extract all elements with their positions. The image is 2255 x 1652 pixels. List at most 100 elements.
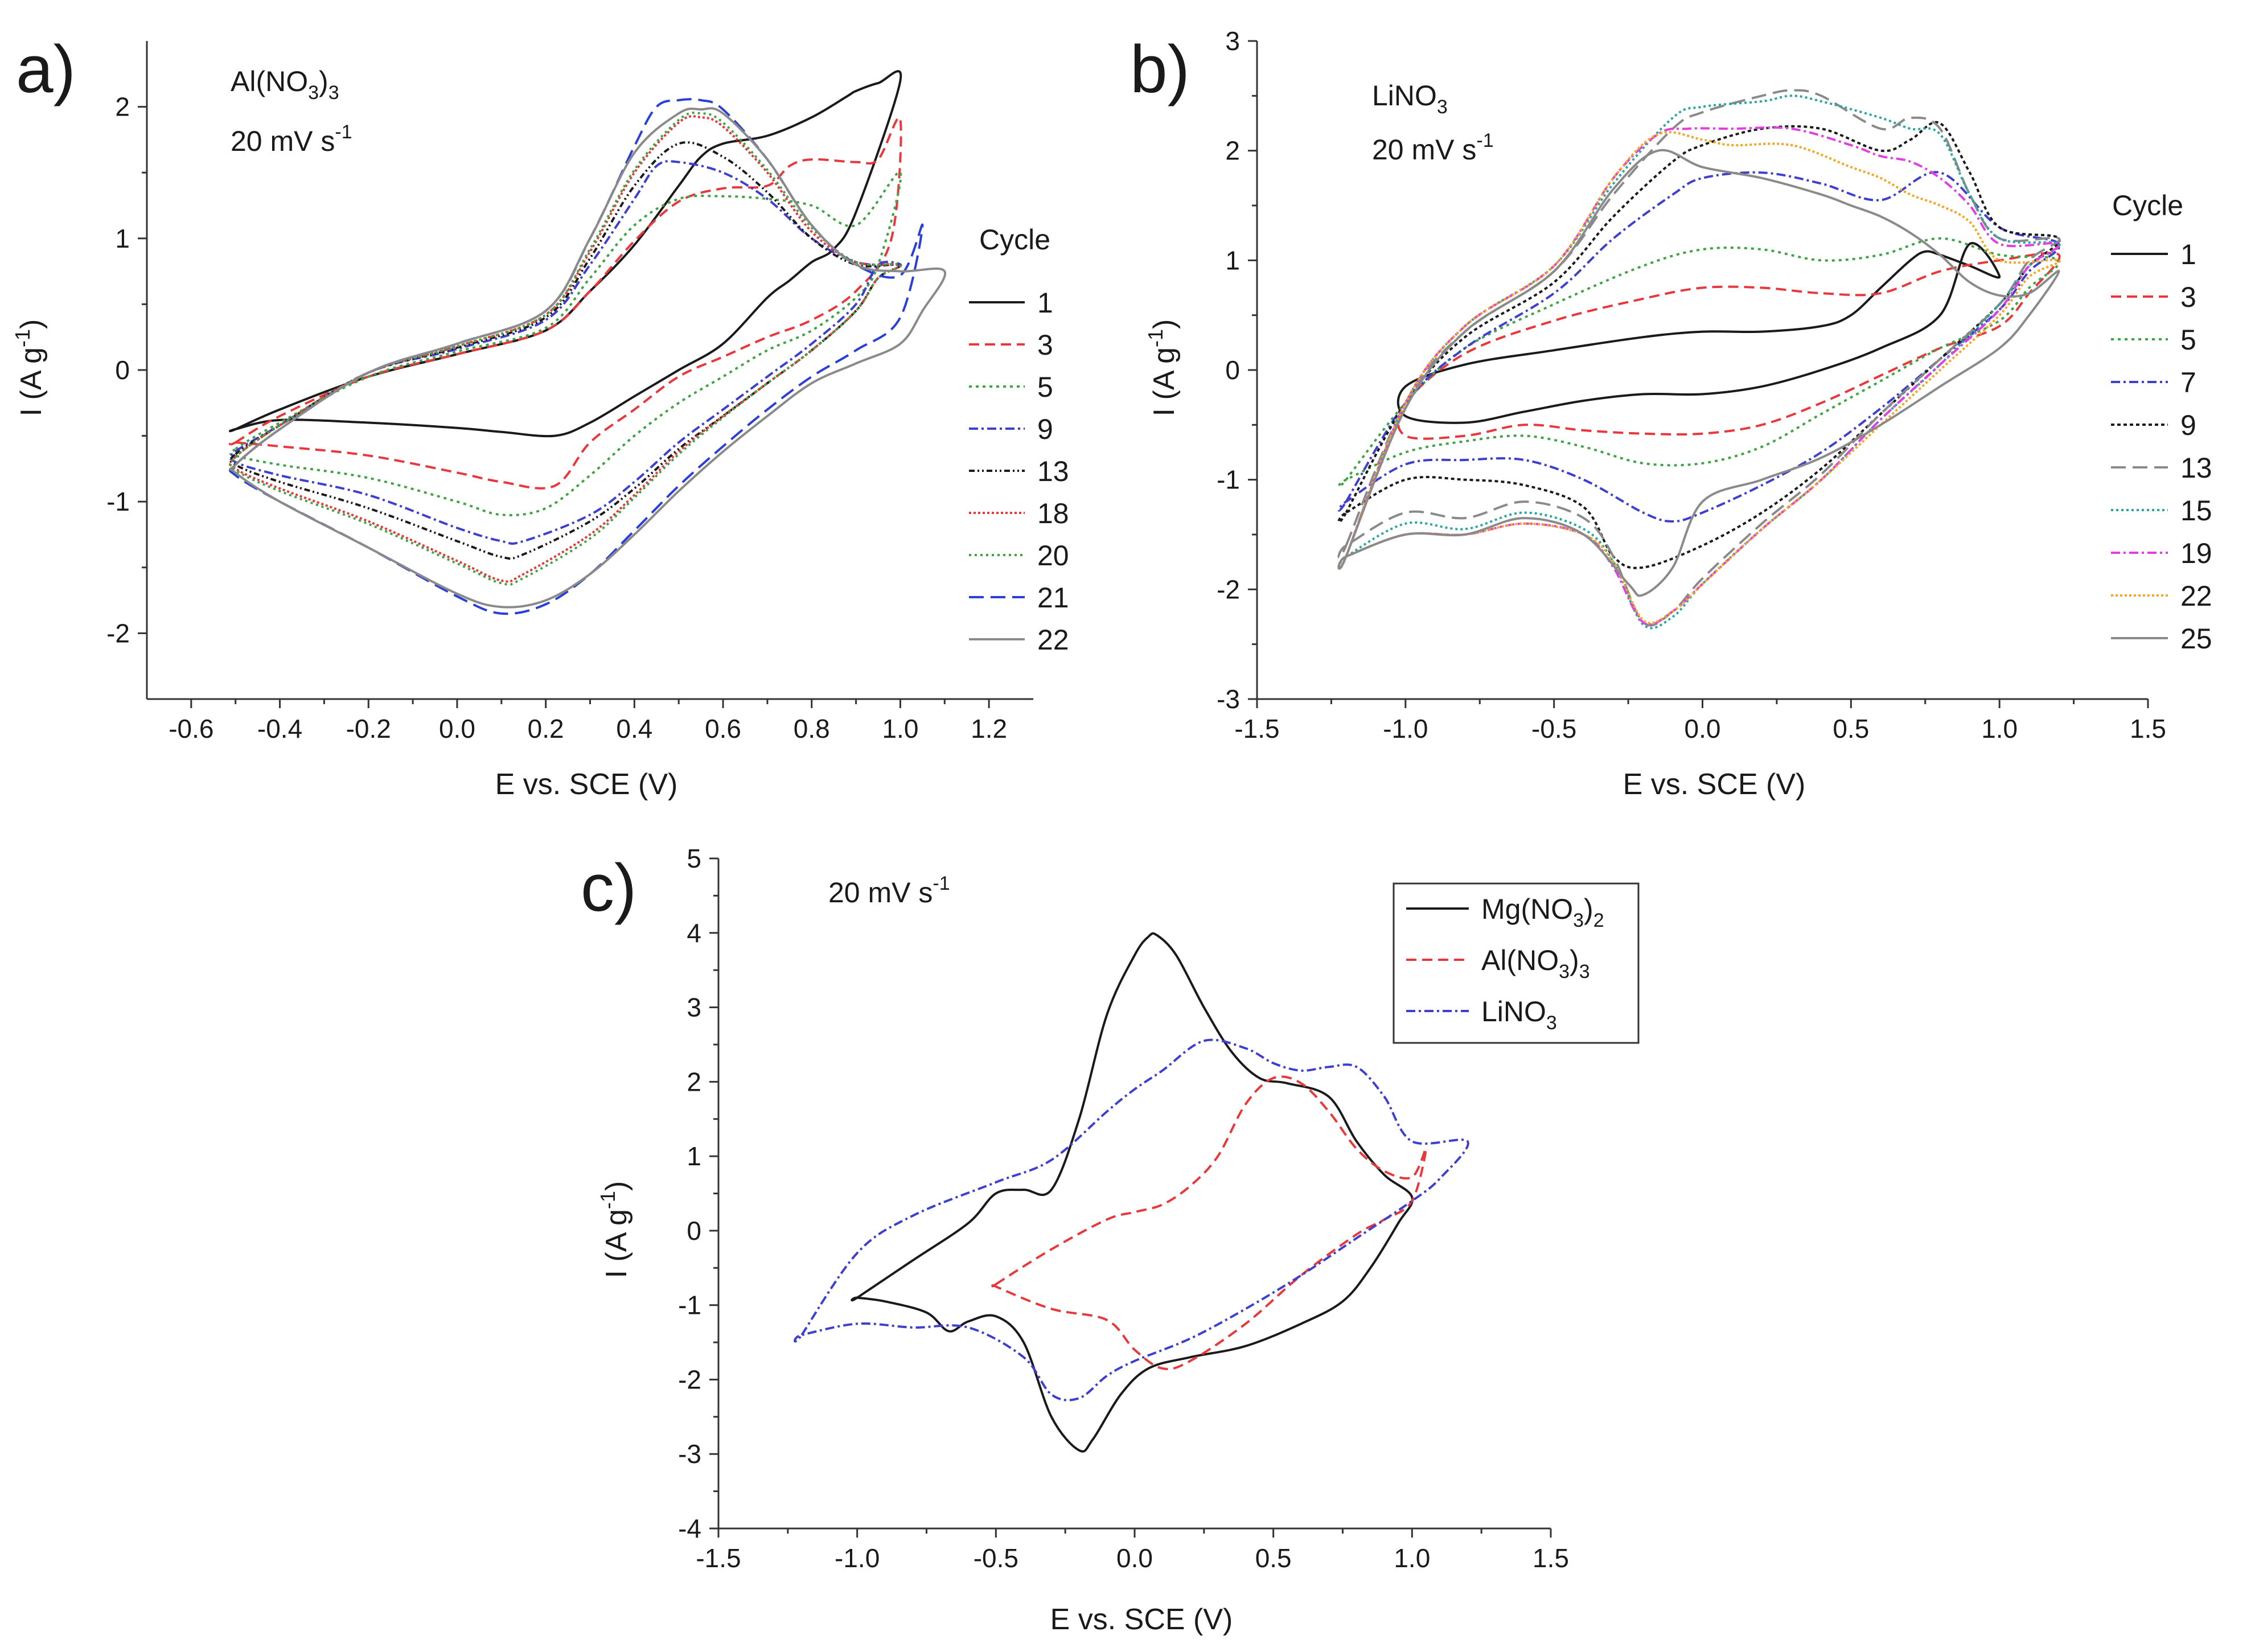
- panel-b-ylabel: I (A g-1): [1144, 319, 1181, 417]
- legend-a-label: 18: [1037, 498, 1069, 529]
- legend-a-label: 13: [1037, 455, 1069, 487]
- panel-a-x-tick-label: 0.0: [439, 714, 475, 743]
- panel-a-plot: -0.6 -0.4 -0.2 0.0 0.2 0.4 0.6 0.8 1.0 1.2 -2 -1 0 1 2: [106, 41, 1033, 743]
- panel-b-legend-title: Cycle: [2112, 190, 2183, 221]
- panel-c-x-tick-label: 0.0: [1116, 1543, 1153, 1573]
- panel-b-x-tick-label: 0.0: [1685, 714, 1721, 743]
- panel-b-y-tick-label: -2: [1217, 574, 1240, 604]
- panel-c-ylabel: I (A g-1): [596, 1181, 633, 1279]
- panel-b-y-tick-label: -1: [1217, 465, 1240, 495]
- panel-c-x-tick-label: 0.5: [1255, 1543, 1292, 1573]
- panel-a-series-3: [228, 116, 902, 490]
- legend-b-label: 13: [2180, 452, 2212, 484]
- legend-b-label: 5: [2180, 324, 2196, 356]
- legend-b-label: 25: [2180, 623, 2212, 655]
- panel-b-y-tick-label: 1: [1225, 245, 1240, 275]
- panel-b-y-tick-label: 0: [1225, 355, 1240, 385]
- panel-b-x-tick-label: 0.5: [1833, 714, 1869, 743]
- panel-c-x-tick-label: -1.5: [696, 1543, 741, 1573]
- legend-a-label: 5: [1037, 371, 1053, 403]
- panel-b-plot: -1.5 -1.0 -0.5 0.0 0.5 1.0 1.5 -3 -2 -1 0 1 2 3: [1217, 26, 2166, 743]
- panel-c-y-tick-label: -2: [678, 1365, 701, 1394]
- panel-b-series-3: [1396, 252, 2061, 440]
- panel-c-series-alno33: [988, 1075, 1427, 1370]
- panel-a-x-tick-label: -0.4: [257, 714, 302, 743]
- panel-a-x-tick-label: 0.8: [794, 714, 830, 743]
- panel-c-y-tick-label: -4: [678, 1514, 701, 1543]
- panel-b-series-5: [1337, 237, 2061, 488]
- panel-b-series-22: [1337, 131, 2061, 624]
- panel-b: b) LiNO3 20 mV s-1 -1.5 -1.0 -0.5 0.0 0.5 1.0…: [1130, 26, 2212, 801]
- panel-b-series-13: [1337, 89, 2061, 627]
- panel-a-compound: Al(NO3)3: [231, 65, 339, 104]
- legend-c-label: LiNO3: [1481, 996, 1557, 1034]
- panel-b-series-9: [1337, 121, 2061, 569]
- panel-c-scan-rate: 20 mV s-1: [828, 873, 950, 909]
- panel-c-x-tick-label: 1.5: [1533, 1543, 1569, 1573]
- legend-b-label: 22: [2180, 580, 2212, 612]
- panel-a-y-tick-label: 1: [115, 224, 130, 253]
- legend-b-label: 15: [2180, 495, 2212, 527]
- panel-c-legend: Mg(NO3)2 Al(NO3)3 LiNO3: [1406, 893, 1604, 1034]
- panel-a-series-9: [229, 160, 902, 545]
- panel-a-x-tick-label: 0.2: [528, 714, 564, 743]
- legend-a-label: 20: [1037, 540, 1069, 572]
- panel-a-x-tick-label: 0.6: [705, 714, 741, 743]
- panel-c-y-tick-label: 5: [687, 844, 701, 873]
- panel-a-series-21: [228, 98, 924, 615]
- panel-a-letter: a): [16, 32, 76, 107]
- legend-c-label: Al(NO3)3: [1481, 944, 1590, 983]
- panel-a-x-tick-label: 1.0: [882, 714, 918, 743]
- panel-a-xlabel: E vs. SCE (V): [495, 768, 678, 801]
- panel-a-y-tick-label: 2: [115, 92, 130, 122]
- panel-c-letter: c): [581, 850, 636, 926]
- panel-b-compound: LiNO3: [1372, 80, 1448, 118]
- panel-b-x-tick-label: -0.5: [1531, 714, 1576, 743]
- panel-a-ylabel: I (A g-1): [11, 319, 48, 417]
- panel-c-x-tick-label: -1.0: [835, 1543, 880, 1573]
- panel-c-plot: -1.5 -1.0 -0.5 0.0 0.5 1.0 1.5 -4 -3 -2 -1 0 1 2 3 4 5: [678, 844, 1569, 1573]
- legend-a-label: 1: [1037, 287, 1053, 319]
- panel-c-y-tick-label: -1: [678, 1291, 701, 1320]
- panel-a-y-tick-label: -2: [106, 618, 130, 648]
- panel-b-series-19: [1337, 126, 2061, 626]
- legend-a-label: 3: [1037, 329, 1053, 361]
- panel-b-series-1: [1396, 242, 2001, 424]
- panel-a-y-tick-label: 0: [115, 355, 130, 385]
- panel-b-xlabel: E vs. SCE (V): [1623, 768, 1806, 801]
- legend-b-label: 19: [2180, 537, 2212, 569]
- panel-c-legend-box: [1393, 882, 1640, 1044]
- panel-a-x-tick-label: -0.6: [169, 714, 213, 743]
- legend-b-label: 7: [2180, 367, 2196, 398]
- panel-c-y-tick-label: 2: [687, 1067, 701, 1096]
- panel-a-legend-title: Cycle: [979, 224, 1050, 256]
- panel-b-y-tick-label: 2: [1225, 136, 1240, 166]
- panel-c-x-tick-label: 1.0: [1394, 1543, 1430, 1573]
- legend-b-label: 1: [2180, 239, 2196, 270]
- panel-c-xlabel: E vs. SCE (V): [1050, 1603, 1233, 1636]
- panel-b-x-tick-label: -1.0: [1383, 714, 1428, 743]
- panel-c: c) 20 mV s-1 -1.5 -1.0 -0.5 0.0 0.5 1.0 1.5 -4 -…: [581, 844, 1640, 1636]
- panel-c-y-tick-label: 3: [687, 993, 701, 1022]
- panel-a-series-22: [228, 107, 947, 609]
- legend-a-label: 9: [1037, 413, 1053, 445]
- panel-a-y-tick-label: -1: [106, 487, 130, 516]
- panel-c-x-tick-label: -0.5: [974, 1543, 1018, 1573]
- panel-b-letter: b): [1130, 32, 1190, 107]
- panel-a-series-5: [228, 171, 902, 516]
- panel-b-x-tick-label: -1.5: [1234, 714, 1279, 743]
- legend-b-label: 9: [2180, 409, 2196, 441]
- panel-a-x-tick-label: -0.2: [346, 714, 391, 743]
- panel-a-x-tick-label: 0.4: [616, 714, 652, 743]
- legend-b-label: 3: [2180, 281, 2196, 313]
- panel-b-x-tick-label: 1.0: [1981, 714, 2018, 743]
- panel-a: a) Al(NO3)3 20 mV s-1 -0.6 -0.4 -0.2 0.0 0.2…: [11, 32, 1069, 801]
- legend-a-label: 21: [1037, 582, 1069, 614]
- panel-c-series-mgno32: [851, 932, 1414, 1453]
- panel-b-scan-rate: 20 mV s-1: [1372, 130, 1494, 166]
- panel-a-series-20: [229, 112, 902, 586]
- panel-b-series-25: [1337, 149, 2060, 597]
